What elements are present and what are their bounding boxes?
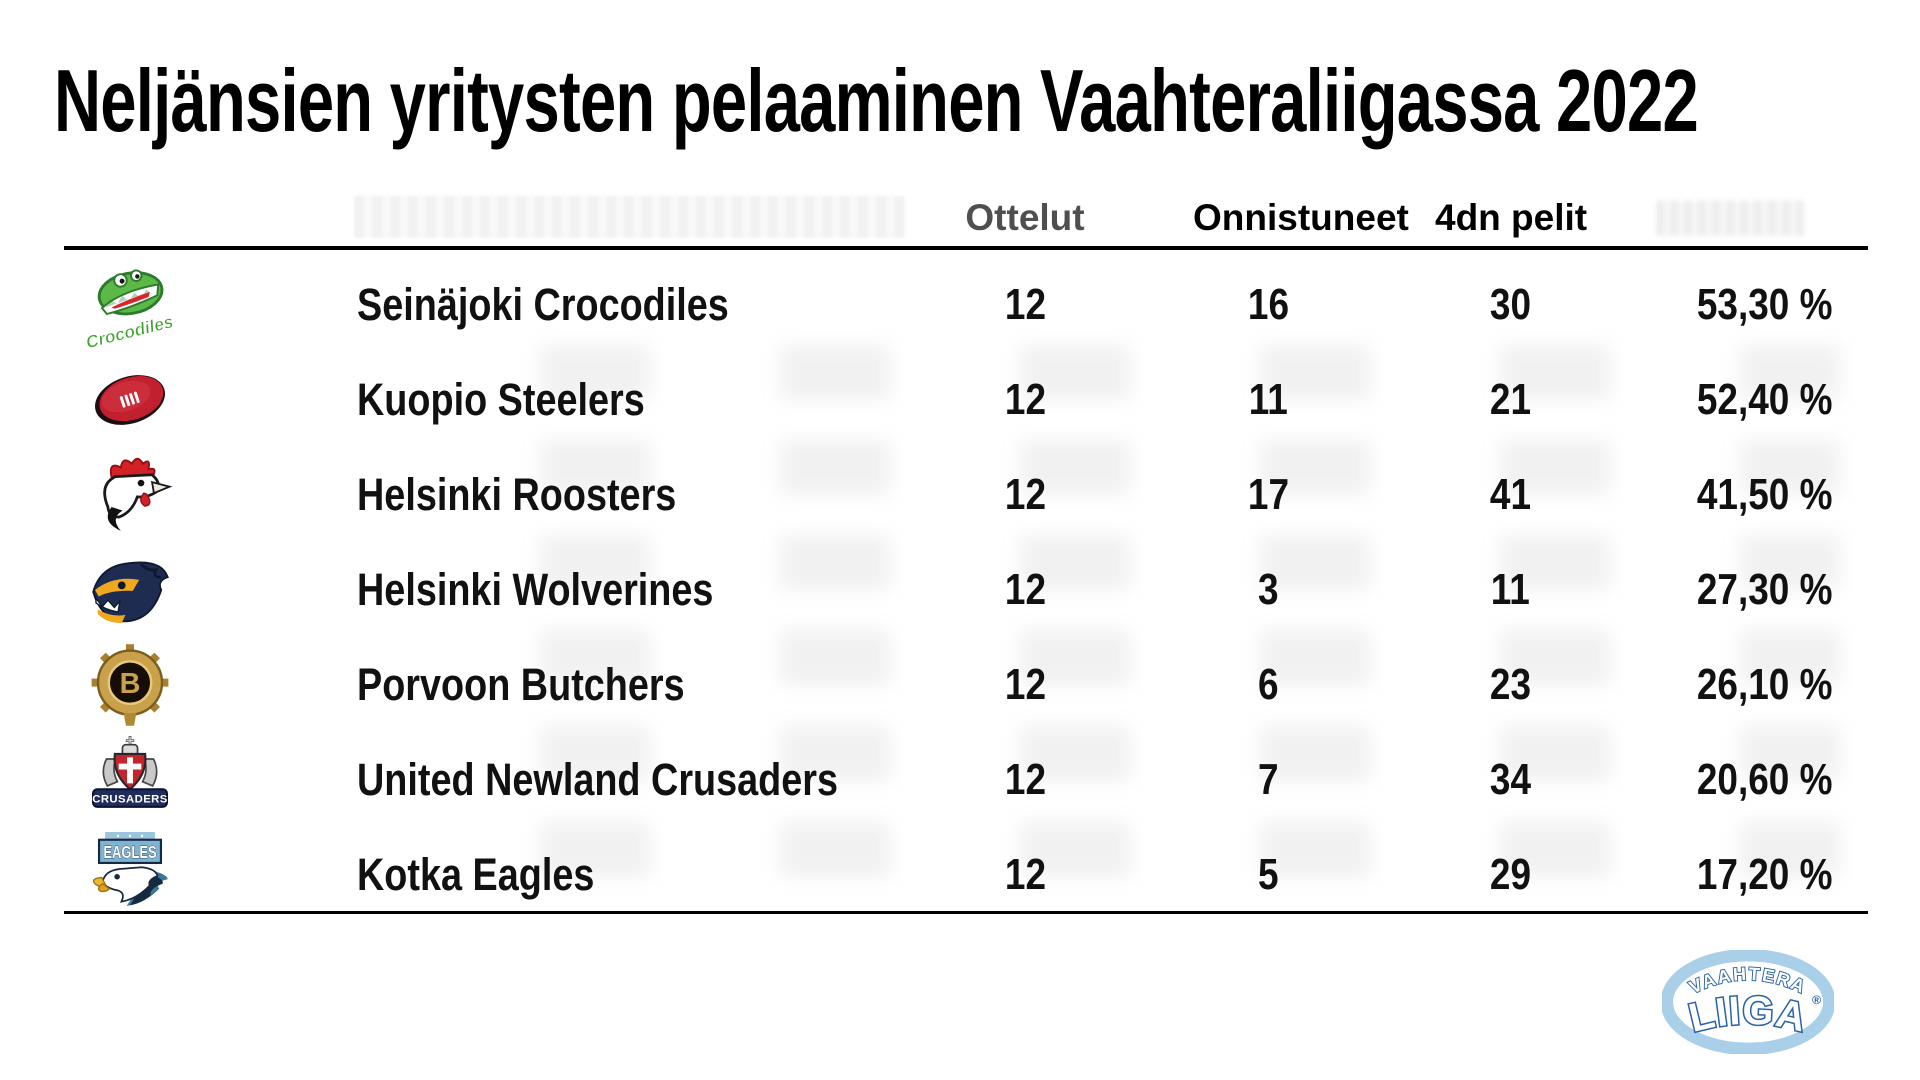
redacted-header-smudge-left xyxy=(354,196,906,238)
onnistuneet-value: 16 xyxy=(1247,279,1289,329)
crocodiles-logo-icon: Crocodiles xyxy=(83,268,176,348)
team-name: Kuopio Steelers xyxy=(357,373,645,425)
team-name: Helsinki Wolverines xyxy=(357,563,714,615)
ottelut-value: 12 xyxy=(1004,469,1046,519)
roosters-team-logo xyxy=(70,450,190,540)
roosters-logo-icon xyxy=(103,457,173,531)
ottelut-value: 12 xyxy=(1004,659,1046,709)
page-title: Neljänsien yritysten pelaaminen Vaahtera… xyxy=(54,51,1699,150)
svg-text:Crocodiles: Crocodiles xyxy=(84,311,176,348)
percentage-value: 53,30 % xyxy=(1696,279,1832,329)
table-row: Helsinki Wolverines 12 3 11 27,30 % xyxy=(0,542,1920,637)
eagles-logo-icon: EAGLES xyxy=(92,831,168,906)
onnistuneet-value: 11 xyxy=(1248,374,1288,424)
percentage-value: 20,60 % xyxy=(1696,754,1832,804)
crocodiles-team-logo: Crocodiles xyxy=(70,260,190,350)
onnistuneet-value: 17 xyxy=(1247,469,1289,519)
onnistuneet-value: 5 xyxy=(1257,849,1279,899)
onnistuneet-value: 7 xyxy=(1257,754,1279,804)
column-header-onnistuneet: Onnistuneet xyxy=(1193,197,1409,238)
table-row: EAGLES Kotka Eagles 12 5 29 17,20 % xyxy=(0,827,1920,922)
team-name: Kotka Eagles xyxy=(357,848,595,900)
table-bottom-rule xyxy=(64,911,1868,914)
ottelut-value: 12 xyxy=(1004,754,1046,804)
ghost-artifact xyxy=(540,535,1840,590)
eagles-team-logo: EAGLES xyxy=(70,830,190,920)
onnistuneet-value: 6 xyxy=(1257,659,1279,709)
team-name: Porvoon Butchers xyxy=(357,658,685,710)
svg-text:B: B xyxy=(120,668,141,700)
percentage-value: 52,40 % xyxy=(1696,374,1832,424)
team-name: Helsinki Roosters xyxy=(357,468,677,520)
table-top-rule xyxy=(64,246,1868,250)
crusaders-team-logo: CRUSADERS xyxy=(70,735,190,825)
table-row: Helsinki Roosters 12 17 41 41,50 % xyxy=(0,447,1920,542)
table-row: Kuopio Steelers 12 11 21 52,40 % xyxy=(0,352,1920,447)
table-row: B Porvoon Butchers 12 6 23 26,10 % xyxy=(0,637,1920,732)
column-header-4dn-pelit: 4dn pelit xyxy=(1435,197,1588,238)
wolverines-logo-icon xyxy=(92,561,169,623)
onnistuneet-value: 3 xyxy=(1257,564,1279,614)
svg-text:CRUSADERS: CRUSADERS xyxy=(92,793,168,805)
4dn-pelit-value: 23 xyxy=(1489,659,1531,709)
redacted-header-smudge-right xyxy=(1656,200,1804,236)
butchers-logo-icon: B xyxy=(91,643,169,726)
4dn-pelit-value: 41 xyxy=(1489,469,1531,519)
ghost-artifact xyxy=(540,822,1840,877)
ghost-artifact xyxy=(540,440,1840,495)
ghost-artifact xyxy=(540,630,1840,685)
team-name: United Newland Crusaders xyxy=(357,753,839,805)
percentage-value: 27,30 % xyxy=(1696,564,1832,614)
4dn-pelit-value: 34 xyxy=(1489,754,1531,804)
wolverines-team-logo xyxy=(70,545,190,635)
ottelut-value: 12 xyxy=(1004,849,1046,899)
4dn-pelit-value: 29 xyxy=(1489,849,1531,899)
steelers-team-logo xyxy=(70,355,190,445)
4dn-pelit-value: 30 xyxy=(1489,279,1531,329)
ghost-artifact xyxy=(540,726,1840,781)
ghost-artifact xyxy=(540,345,1840,400)
steelers-logo-icon xyxy=(95,374,165,425)
table-body: Crocodiles Seinäjoki Crocodiles 12 16 30… xyxy=(0,257,1920,922)
team-name: Seinäjoki Crocodiles xyxy=(357,278,729,330)
table-row: Crocodiles Seinäjoki Crocodiles 12 16 30… xyxy=(0,257,1920,352)
crusaders-logo-icon: CRUSADERS xyxy=(91,735,169,808)
svg-text:EAGLES: EAGLES xyxy=(103,841,156,861)
4dn-pelit-value: 21 xyxy=(1489,374,1531,424)
butchers-team-logo: B xyxy=(70,640,190,730)
percentage-value: 41,50 % xyxy=(1696,469,1832,519)
column-header-ottelut: Ottelut xyxy=(965,197,1085,238)
table-row: CRUSADERS United Newland Crusaders 12 7 … xyxy=(0,732,1920,827)
registered-mark: ® xyxy=(1812,993,1821,1007)
ottelut-value: 12 xyxy=(1004,374,1046,424)
ottelut-value: 12 xyxy=(1004,564,1046,614)
vaahteraliiga-logo: VAAHTERA LIIGA ® xyxy=(1662,950,1834,1054)
4dn-pelit-value: 11 xyxy=(1490,564,1530,614)
ottelut-value: 12 xyxy=(1004,279,1046,329)
percentage-value: 26,10 % xyxy=(1696,659,1832,709)
percentage-value: 17,20 % xyxy=(1696,849,1832,899)
